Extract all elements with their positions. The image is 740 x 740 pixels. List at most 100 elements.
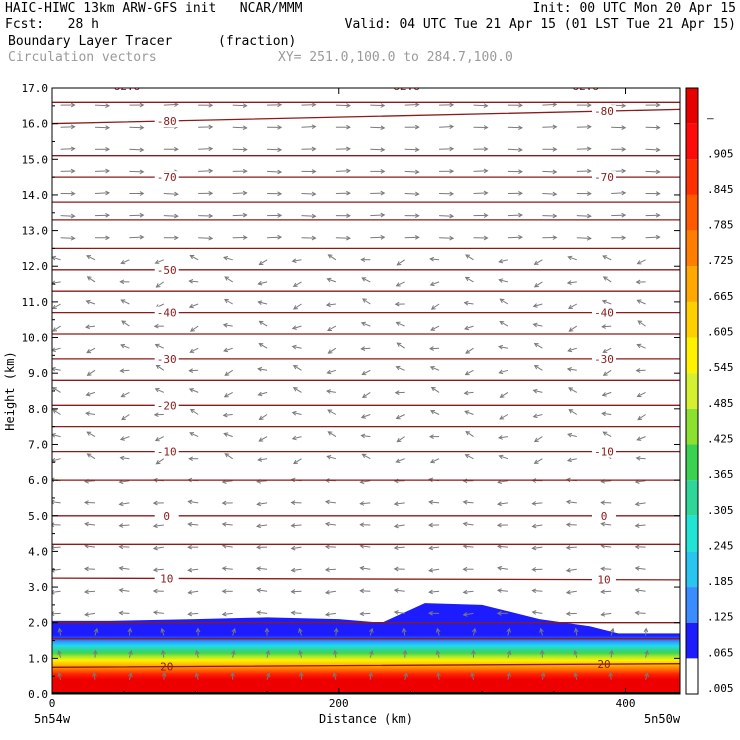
vector-shaft xyxy=(52,409,61,415)
vector-shaft xyxy=(439,148,454,150)
vector-shaft xyxy=(500,298,509,305)
circulation-vector xyxy=(231,649,236,658)
vector-head xyxy=(160,649,166,655)
circulation-vector xyxy=(301,124,317,130)
vector-shaft xyxy=(267,148,282,151)
vector-shaft xyxy=(52,434,61,438)
circulation-vector xyxy=(189,432,199,438)
circulation-vector xyxy=(644,649,649,658)
vector-head xyxy=(120,393,126,398)
vector-head xyxy=(531,610,537,615)
vector-head xyxy=(428,610,433,616)
vector-shaft xyxy=(507,148,522,151)
circulation-vector xyxy=(360,414,371,419)
vector-shaft xyxy=(328,254,337,261)
circulation-vector xyxy=(298,627,303,636)
vector-head xyxy=(105,235,111,241)
vector-shaft xyxy=(84,501,96,504)
vector-head xyxy=(221,500,227,506)
isotherm-label: 0 xyxy=(601,510,608,523)
vector-head xyxy=(600,500,606,506)
vector-head xyxy=(85,299,91,305)
circulation-vector xyxy=(497,435,508,440)
circulation-vector xyxy=(57,671,62,680)
vector-shaft xyxy=(86,431,96,438)
vector-shaft xyxy=(534,259,543,265)
vector-head xyxy=(601,411,607,417)
vector-shaft xyxy=(542,170,557,173)
vector-shaft xyxy=(473,104,488,107)
vector-head xyxy=(533,365,539,370)
vector-head xyxy=(324,521,330,527)
circulation-vector xyxy=(430,410,440,415)
vector-head xyxy=(471,627,477,633)
vector-head xyxy=(380,234,386,240)
vector-shaft xyxy=(404,672,408,680)
circulation-vector xyxy=(83,589,96,595)
vector-shaft xyxy=(541,672,545,680)
circulation-vector xyxy=(290,523,302,528)
circulation-vector xyxy=(576,124,592,130)
circulation-vector xyxy=(601,411,612,417)
circulation-vector xyxy=(256,501,268,507)
vector-head xyxy=(327,326,332,331)
vector-shaft xyxy=(198,170,213,172)
vector-head xyxy=(566,280,572,285)
vector-head xyxy=(173,191,179,197)
vector-shaft xyxy=(120,457,130,460)
vector-head xyxy=(264,627,270,633)
vector-shaft xyxy=(601,545,612,548)
circulation-vector xyxy=(428,567,440,573)
circulation-vector xyxy=(267,124,283,130)
vector-head xyxy=(118,588,124,593)
circulation-vector xyxy=(404,124,420,130)
vector-head xyxy=(119,455,125,461)
vector-head xyxy=(464,410,470,415)
colorbar-swatch xyxy=(686,373,698,409)
vector-shaft xyxy=(463,612,474,616)
circulation-vector xyxy=(257,366,268,372)
vector-head xyxy=(565,567,571,573)
circulation-vector xyxy=(257,391,268,397)
vector-shaft xyxy=(327,455,337,460)
vector-head xyxy=(369,627,374,633)
circulation-vector xyxy=(370,103,386,108)
circulation-vector xyxy=(86,347,96,354)
vector-head xyxy=(188,368,194,373)
vector-shaft xyxy=(473,628,476,636)
vector-head xyxy=(120,299,126,304)
circulation-vector xyxy=(324,612,336,617)
circulation-vector xyxy=(436,671,441,680)
vector-shaft xyxy=(465,347,474,354)
vector-shaft xyxy=(60,126,75,128)
circulation-vector xyxy=(463,390,474,396)
vector-head xyxy=(483,125,489,130)
vector-head xyxy=(573,649,578,655)
circulation-vector xyxy=(645,169,661,175)
vector-head xyxy=(449,102,455,108)
vector-head xyxy=(152,523,158,529)
vector-head xyxy=(324,544,330,550)
vector-head xyxy=(449,235,455,241)
vector-shaft xyxy=(463,590,474,593)
vector-shaft xyxy=(120,259,130,264)
vector-head xyxy=(552,124,558,130)
vector-head xyxy=(189,255,195,260)
circulation-vector xyxy=(198,146,214,152)
vector-shaft xyxy=(360,480,371,483)
vector-head xyxy=(277,213,283,218)
vector-shaft xyxy=(439,126,454,128)
vector-shaft xyxy=(497,589,508,592)
vector-head xyxy=(655,125,661,130)
y-tick-label: 8.0 xyxy=(28,403,48,416)
circulation-vector xyxy=(636,436,646,441)
vector-head xyxy=(188,303,194,309)
circulation-vector xyxy=(52,457,61,463)
vector-head xyxy=(118,566,124,571)
vector-shaft xyxy=(129,214,144,217)
vector-shaft xyxy=(258,368,268,371)
vector-head xyxy=(52,457,56,463)
vector-head xyxy=(257,366,263,372)
circulation-vector xyxy=(291,410,302,416)
circulation-vector xyxy=(471,627,477,636)
